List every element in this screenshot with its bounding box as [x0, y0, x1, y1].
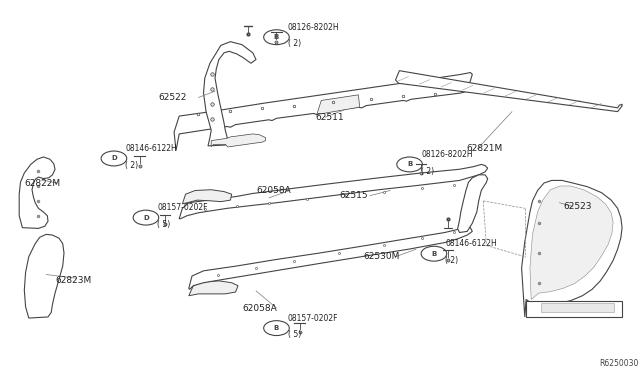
- Text: 62058A: 62058A: [242, 304, 276, 312]
- Polygon shape: [204, 42, 256, 146]
- Polygon shape: [189, 226, 472, 289]
- Text: 62523: 62523: [563, 202, 592, 211]
- Text: D: D: [111, 155, 116, 161]
- Text: 62530M: 62530M: [363, 252, 399, 261]
- Polygon shape: [522, 180, 622, 317]
- Polygon shape: [179, 164, 488, 219]
- Polygon shape: [189, 281, 238, 296]
- Text: D: D: [143, 215, 148, 221]
- Text: B: B: [274, 34, 279, 40]
- Text: 62515: 62515: [339, 191, 368, 200]
- Text: B: B: [407, 161, 412, 167]
- Text: 62823M: 62823M: [55, 276, 92, 285]
- Polygon shape: [541, 303, 614, 312]
- Polygon shape: [24, 234, 64, 318]
- Text: ( 2): ( 2): [288, 39, 301, 48]
- Polygon shape: [530, 186, 613, 299]
- Polygon shape: [317, 95, 360, 115]
- Polygon shape: [19, 157, 55, 228]
- Text: 62522: 62522: [159, 93, 187, 102]
- Text: 62511: 62511: [315, 113, 344, 122]
- Polygon shape: [182, 190, 232, 204]
- Text: 08146-6122H: 08146-6122H: [445, 240, 497, 248]
- Text: 08126-8202H: 08126-8202H: [421, 150, 473, 159]
- Text: 62821M: 62821M: [466, 144, 502, 153]
- Text: ( 5): ( 5): [288, 330, 301, 339]
- Text: 08146-6122H: 08146-6122H: [125, 144, 177, 153]
- Polygon shape: [396, 71, 622, 112]
- Text: 62058A: 62058A: [256, 186, 291, 195]
- Polygon shape: [174, 73, 472, 151]
- Text: B: B: [431, 251, 436, 257]
- Polygon shape: [458, 175, 488, 232]
- Polygon shape: [211, 134, 266, 147]
- Text: ( 2): ( 2): [125, 161, 139, 170]
- Text: 08157-0202F: 08157-0202F: [157, 203, 208, 212]
- Text: ( 2): ( 2): [421, 167, 435, 176]
- Text: 08157-0202F: 08157-0202F: [288, 314, 339, 323]
- Text: 62822M: 62822M: [24, 179, 60, 187]
- Polygon shape: [526, 301, 622, 317]
- Text: ( 5): ( 5): [157, 220, 171, 229]
- Text: ( 2): ( 2): [445, 256, 459, 265]
- Text: 08126-8202H: 08126-8202H: [288, 23, 340, 32]
- Text: B: B: [274, 325, 279, 331]
- Text: R6250030: R6250030: [599, 359, 639, 368]
